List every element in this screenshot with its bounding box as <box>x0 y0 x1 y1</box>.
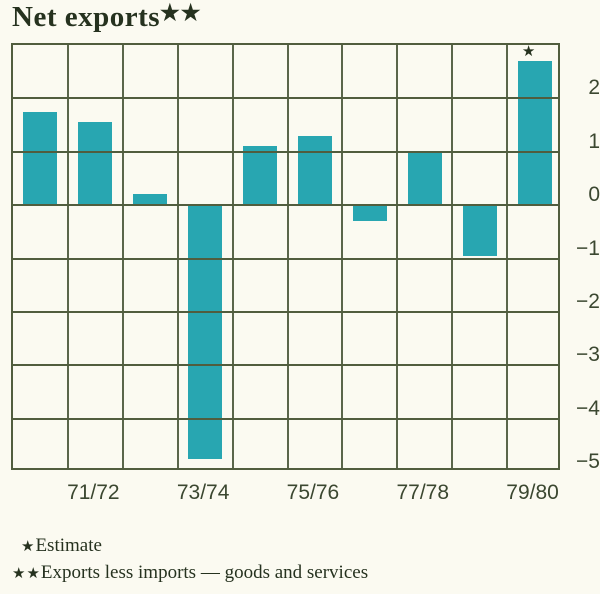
gridline-horizontal <box>13 310 558 313</box>
x-tick-label-73-74: 73/74 <box>176 481 230 504</box>
gridline-vertical <box>396 45 399 468</box>
chart-title: Net exports★★ <box>12 0 202 34</box>
gridline-vertical <box>341 45 344 468</box>
gridline-vertical <box>286 45 289 468</box>
gridline-vertical <box>231 45 234 468</box>
footnote-text: Exports less imports — goods and service… <box>40 562 369 583</box>
bar-74-75 <box>243 146 278 206</box>
x-tick-label-75-76: 75/76 <box>286 481 340 504</box>
footnote-text: Estimate <box>35 535 102 556</box>
gridline-vertical <box>121 45 124 468</box>
footnote-star-marker: ★★ <box>12 566 41 582</box>
gridline-vertical <box>176 45 179 468</box>
y-tick-label--4: −4 <box>576 396 600 420</box>
chart-plot-area: ★ <box>11 43 560 470</box>
bar-77-78 <box>407 151 442 206</box>
y-tick-label--2: −2 <box>576 289 600 313</box>
gridline-horizontal <box>13 364 558 367</box>
y-tick-label-1: 1 <box>588 129 600 153</box>
bar-75-76 <box>297 135 332 206</box>
gridline-horizontal <box>13 257 558 260</box>
bar-71-72 <box>78 122 113 206</box>
double-star-footnote-marker: ★★ <box>160 0 202 25</box>
gridline-horizontal <box>13 204 558 207</box>
gridline-horizontal <box>13 417 558 420</box>
gridline-horizontal <box>13 150 558 153</box>
gridline-vertical <box>66 45 69 468</box>
bar-78-79 <box>462 205 497 256</box>
y-tick-label--3: −3 <box>576 343 600 367</box>
footnote-line-1: ★Estimate <box>12 533 368 560</box>
bar-76-77 <box>352 205 387 222</box>
gridline-vertical <box>506 45 509 468</box>
gridline-horizontal <box>13 97 558 100</box>
footnotes: ★Estimate ★★Exports less imports — goods … <box>12 533 368 587</box>
x-tick-label-77-78: 77/78 <box>396 481 450 504</box>
bar-79-80 <box>517 61 552 206</box>
y-tick-label-0: 0 <box>588 183 600 207</box>
bar-73-74 <box>188 205 223 459</box>
bar-72-73 <box>133 194 168 206</box>
y-tick-label-2: 2 <box>588 76 600 100</box>
estimate-star-icon: ★ <box>521 44 536 60</box>
gridline-vertical <box>451 45 454 468</box>
footnote-line-2: ★★Exports less imports — goods and servi… <box>12 560 368 587</box>
chart-title-text: Net exports <box>12 1 161 33</box>
y-tick-label--5: −5 <box>576 450 600 473</box>
footnote-star-marker: ★ <box>21 539 36 555</box>
x-tick-label-79-80: 79/80 <box>506 481 559 504</box>
bar-70-71 <box>23 111 58 206</box>
x-tick-label-71-72: 71/72 <box>67 481 120 504</box>
y-tick-label--1: −1 <box>576 236 600 260</box>
